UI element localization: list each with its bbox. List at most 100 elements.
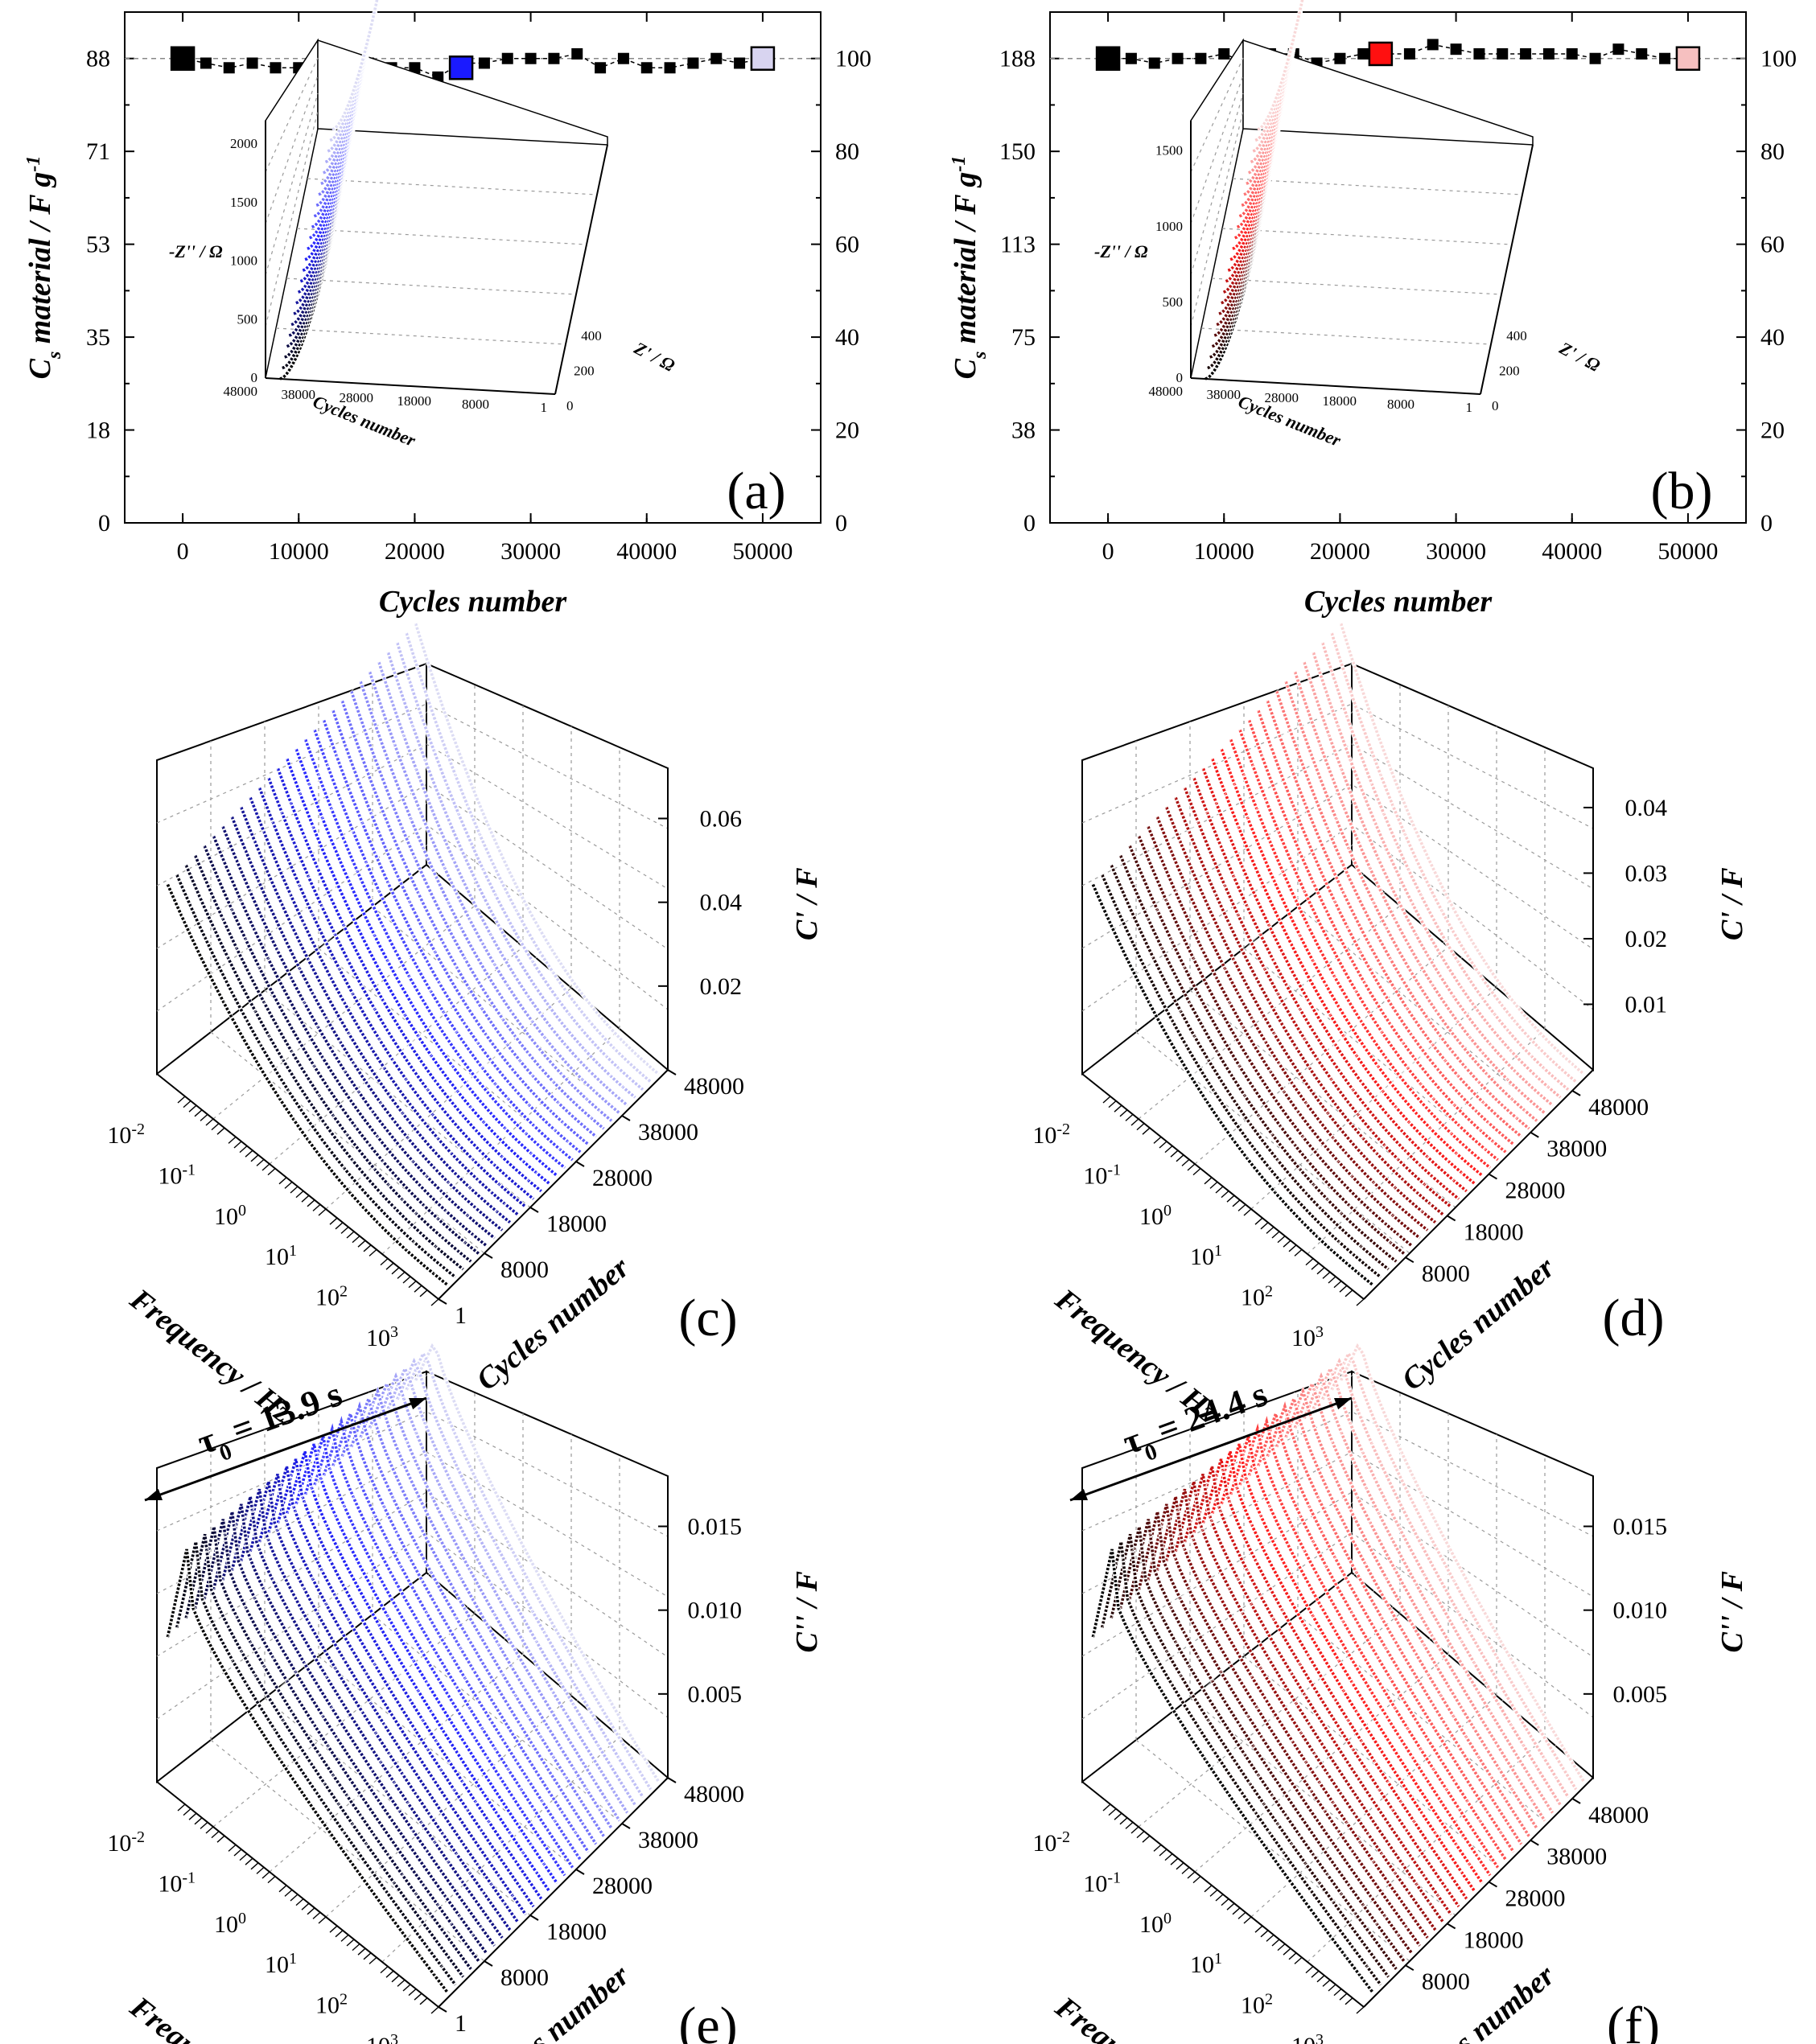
cycle-tick-label: 38000 bbox=[638, 1119, 698, 1145]
freq-minor-tick bbox=[301, 1902, 310, 1910]
x-tick-label: 30000 bbox=[1426, 538, 1486, 565]
panel-label: (b) bbox=[1651, 462, 1713, 520]
freq-minor-tick bbox=[211, 1123, 220, 1131]
inset-z-tick-label: 0 bbox=[251, 370, 258, 385]
surface-mesh-line bbox=[1134, 1396, 1378, 1645]
x-axis-title: Cycles number bbox=[1304, 585, 1493, 619]
panel-d: 0.01 0.02 0.03 0.04 C' / F 10-2 10-1 100 101 102 1… bbox=[1032, 623, 1749, 1429]
data-point bbox=[1497, 47, 1509, 60]
inset-grid bbox=[1232, 178, 1523, 195]
surface-mesh-line bbox=[181, 661, 429, 917]
highlight-point bbox=[750, 46, 776, 71]
freq-minor-tick bbox=[1102, 1803, 1111, 1812]
cycle-tick-label: 18000 bbox=[546, 1211, 607, 1237]
freq-minor-tick bbox=[1181, 1158, 1190, 1166]
inset-curve bbox=[297, 75, 365, 294]
freq-minor-tick bbox=[1311, 1262, 1320, 1270]
data-point bbox=[1566, 47, 1578, 60]
tau-arrow bbox=[144, 1396, 427, 1502]
x-tick-label: 50000 bbox=[1657, 538, 1718, 565]
surface-curve bbox=[414, 1343, 661, 1783]
surface-curve bbox=[1275, 1393, 1531, 1837]
inset-grid bbox=[1190, 93, 1244, 276]
surface-mesh-line bbox=[433, 1761, 647, 1975]
cycle-tick-label: 1 bbox=[455, 1302, 467, 1329]
freq-minor-tick bbox=[1215, 1186, 1224, 1194]
surface-curve bbox=[267, 1466, 535, 1908]
cycle-tick-label: 28000 bbox=[592, 1873, 653, 1899]
data-point bbox=[640, 62, 653, 74]
freq-minor-tick bbox=[1164, 1853, 1173, 1861]
freq-minor-tick bbox=[414, 1285, 422, 1293]
freq-tick-label: 101 bbox=[1190, 1242, 1222, 1270]
data-point bbox=[1172, 52, 1184, 64]
cycle-tick bbox=[438, 1298, 447, 1305]
grid-line bbox=[1135, 1031, 1410, 1254]
freq-minor-tick bbox=[1187, 1163, 1196, 1171]
freq-minor-tick bbox=[307, 1907, 315, 1915]
inset-z-tick-label: 1500 bbox=[230, 195, 257, 210]
surface-curve bbox=[414, 623, 660, 1075]
y-right-tick-label: 40 bbox=[1760, 324, 1785, 351]
inset-z-title: -Z'' / Ω bbox=[1094, 241, 1148, 261]
freq-minor-tick bbox=[284, 1181, 293, 1189]
freq-minor-tick bbox=[301, 1195, 310, 1203]
freq-minor-tick bbox=[1192, 1168, 1201, 1176]
freq-minor-tick bbox=[419, 1289, 428, 1298]
surface-mesh-line bbox=[1260, 964, 1488, 1177]
surface-curve bbox=[1339, 623, 1585, 1075]
surface-curve bbox=[1091, 1548, 1374, 1994]
surface-mesh-line bbox=[237, 796, 477, 1029]
freq-tick-label: 102 bbox=[315, 1991, 348, 2019]
surface-curve bbox=[1183, 1474, 1452, 1916]
data-point bbox=[478, 57, 490, 69]
inset-grid bbox=[286, 278, 577, 295]
surface-mesh-line bbox=[181, 1355, 429, 1573]
y-left-tick-label: 53 bbox=[86, 232, 110, 258]
box-edge bbox=[438, 1069, 669, 1300]
freq-minor-tick bbox=[318, 1208, 327, 1216]
surface-mesh-line bbox=[377, 1680, 599, 1900]
data-point bbox=[687, 57, 699, 69]
freq-minor-tick bbox=[335, 1222, 344, 1230]
surface-curve bbox=[386, 1364, 637, 1807]
cycle-tick-label: 1 bbox=[455, 2010, 467, 2037]
freq-minor-tick bbox=[329, 1217, 338, 1225]
y-left-tick-label: 35 bbox=[86, 324, 110, 351]
cycle-axis-title: Cycles number bbox=[1395, 1250, 1562, 1397]
freq-minor-tick bbox=[380, 1258, 389, 1266]
surface-curve bbox=[1192, 1466, 1460, 1908]
surface-mesh-line bbox=[209, 1396, 453, 1645]
surface-mesh-line bbox=[321, 944, 550, 1159]
inset-z-tick-label: 500 bbox=[1163, 294, 1184, 310]
freq-minor-tick bbox=[1142, 1835, 1151, 1843]
y-right-tick-label: 100 bbox=[1760, 46, 1797, 72]
freq-minor-tick bbox=[402, 1276, 411, 1284]
freq-minor-tick bbox=[340, 1934, 349, 1942]
freq-minor-tick bbox=[1209, 1889, 1218, 1897]
freq-minor-tick bbox=[352, 1943, 360, 1951]
x-tick-label: 40000 bbox=[1542, 538, 1602, 565]
freq-minor-tick bbox=[357, 1947, 366, 1956]
box-edge bbox=[1363, 1777, 1594, 2008]
freq-tick-label: 103 bbox=[1291, 1323, 1324, 1351]
surface-curve bbox=[405, 632, 653, 1084]
freq-minor-tick bbox=[228, 1136, 237, 1144]
freq-minor-tick bbox=[1204, 1885, 1213, 1893]
data-point bbox=[548, 52, 560, 64]
inset-edge bbox=[554, 144, 608, 395]
freq-minor-tick bbox=[183, 1100, 191, 1108]
freq-minor-tick bbox=[284, 1889, 293, 1897]
freq-minor-tick bbox=[346, 1231, 355, 1239]
surface-mesh-line bbox=[237, 1452, 477, 1694]
surface-mesh-line bbox=[1190, 1502, 1427, 1738]
freq-minor-tick bbox=[312, 1203, 321, 1211]
freq-minor-tick bbox=[1108, 1808, 1117, 1816]
surface-mesh-line bbox=[1372, 1781, 1585, 1993]
surface-mesh-line bbox=[1316, 1027, 1536, 1237]
surface-curve bbox=[1339, 1343, 1586, 1783]
surface-mesh-line bbox=[363, 998, 587, 1209]
inset-grid bbox=[296, 228, 587, 245]
data-point bbox=[1612, 43, 1625, 56]
freq-minor-tick bbox=[1130, 1118, 1139, 1126]
